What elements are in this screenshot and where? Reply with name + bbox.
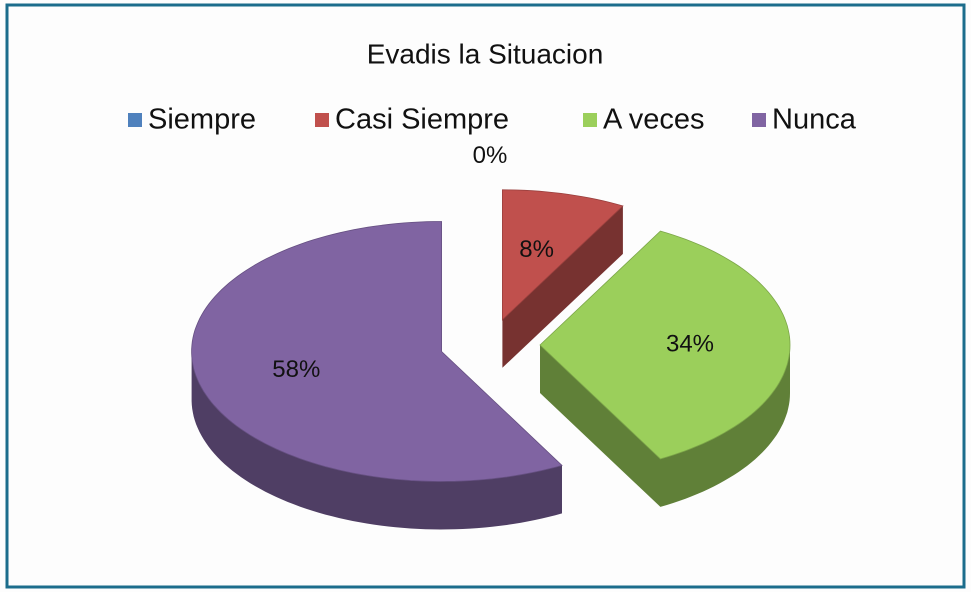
slice [191, 221, 563, 482]
data-label: 58% [272, 356, 320, 383]
legend-swatch [752, 113, 766, 127]
data-label: 8% [519, 236, 554, 263]
legend-label: Nunca [772, 104, 857, 136]
chart-border [5, 3, 966, 589]
legend-label: Casi Siempre [335, 104, 509, 136]
legend-swatch [583, 113, 597, 127]
slice [502, 189, 624, 321]
legend-swatch [128, 113, 142, 127]
data-label: 34% [666, 330, 714, 357]
data-label: 0% [473, 142, 508, 169]
slice [539, 230, 791, 460]
legend-label: Siempre [148, 104, 256, 136]
legend-swatch [315, 113, 329, 127]
chart-title: Evadis la Situacion [367, 38, 604, 69]
legend-label: A veces [603, 104, 705, 136]
